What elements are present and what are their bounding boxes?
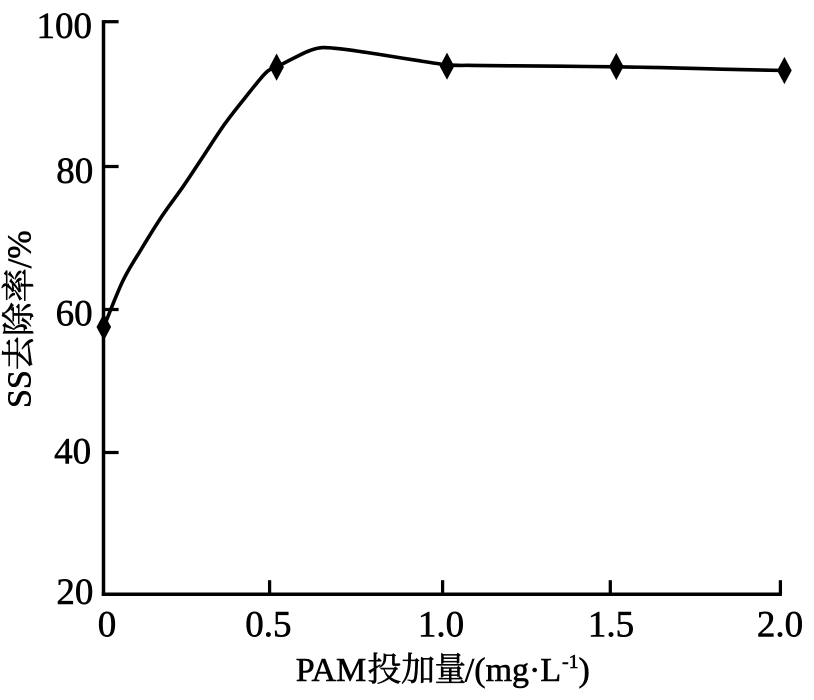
- svg-text:2.0: 2.0: [757, 605, 803, 646]
- svg-text:-1: -1: [562, 651, 579, 673]
- svg-text:100: 100: [37, 6, 93, 47]
- svg-text:/(mg·L: /(mg·L: [465, 652, 561, 689]
- svg-text:60: 60: [56, 294, 93, 335]
- svg-text:40: 40: [54, 432, 91, 473]
- svg-text:): ): [579, 652, 590, 689]
- svg-text:1.0: 1.0: [418, 605, 464, 646]
- svg-text:SS: SS: [2, 370, 39, 408]
- svg-text:/%: /%: [2, 230, 39, 268]
- svg-text:0: 0: [98, 605, 117, 646]
- svg-text:0.5: 0.5: [245, 605, 291, 646]
- svg-text:20: 20: [56, 572, 93, 613]
- svg-text:1.5: 1.5: [588, 605, 634, 646]
- svg-text:80: 80: [56, 151, 93, 192]
- svg-text:PAM: PAM: [296, 652, 367, 689]
